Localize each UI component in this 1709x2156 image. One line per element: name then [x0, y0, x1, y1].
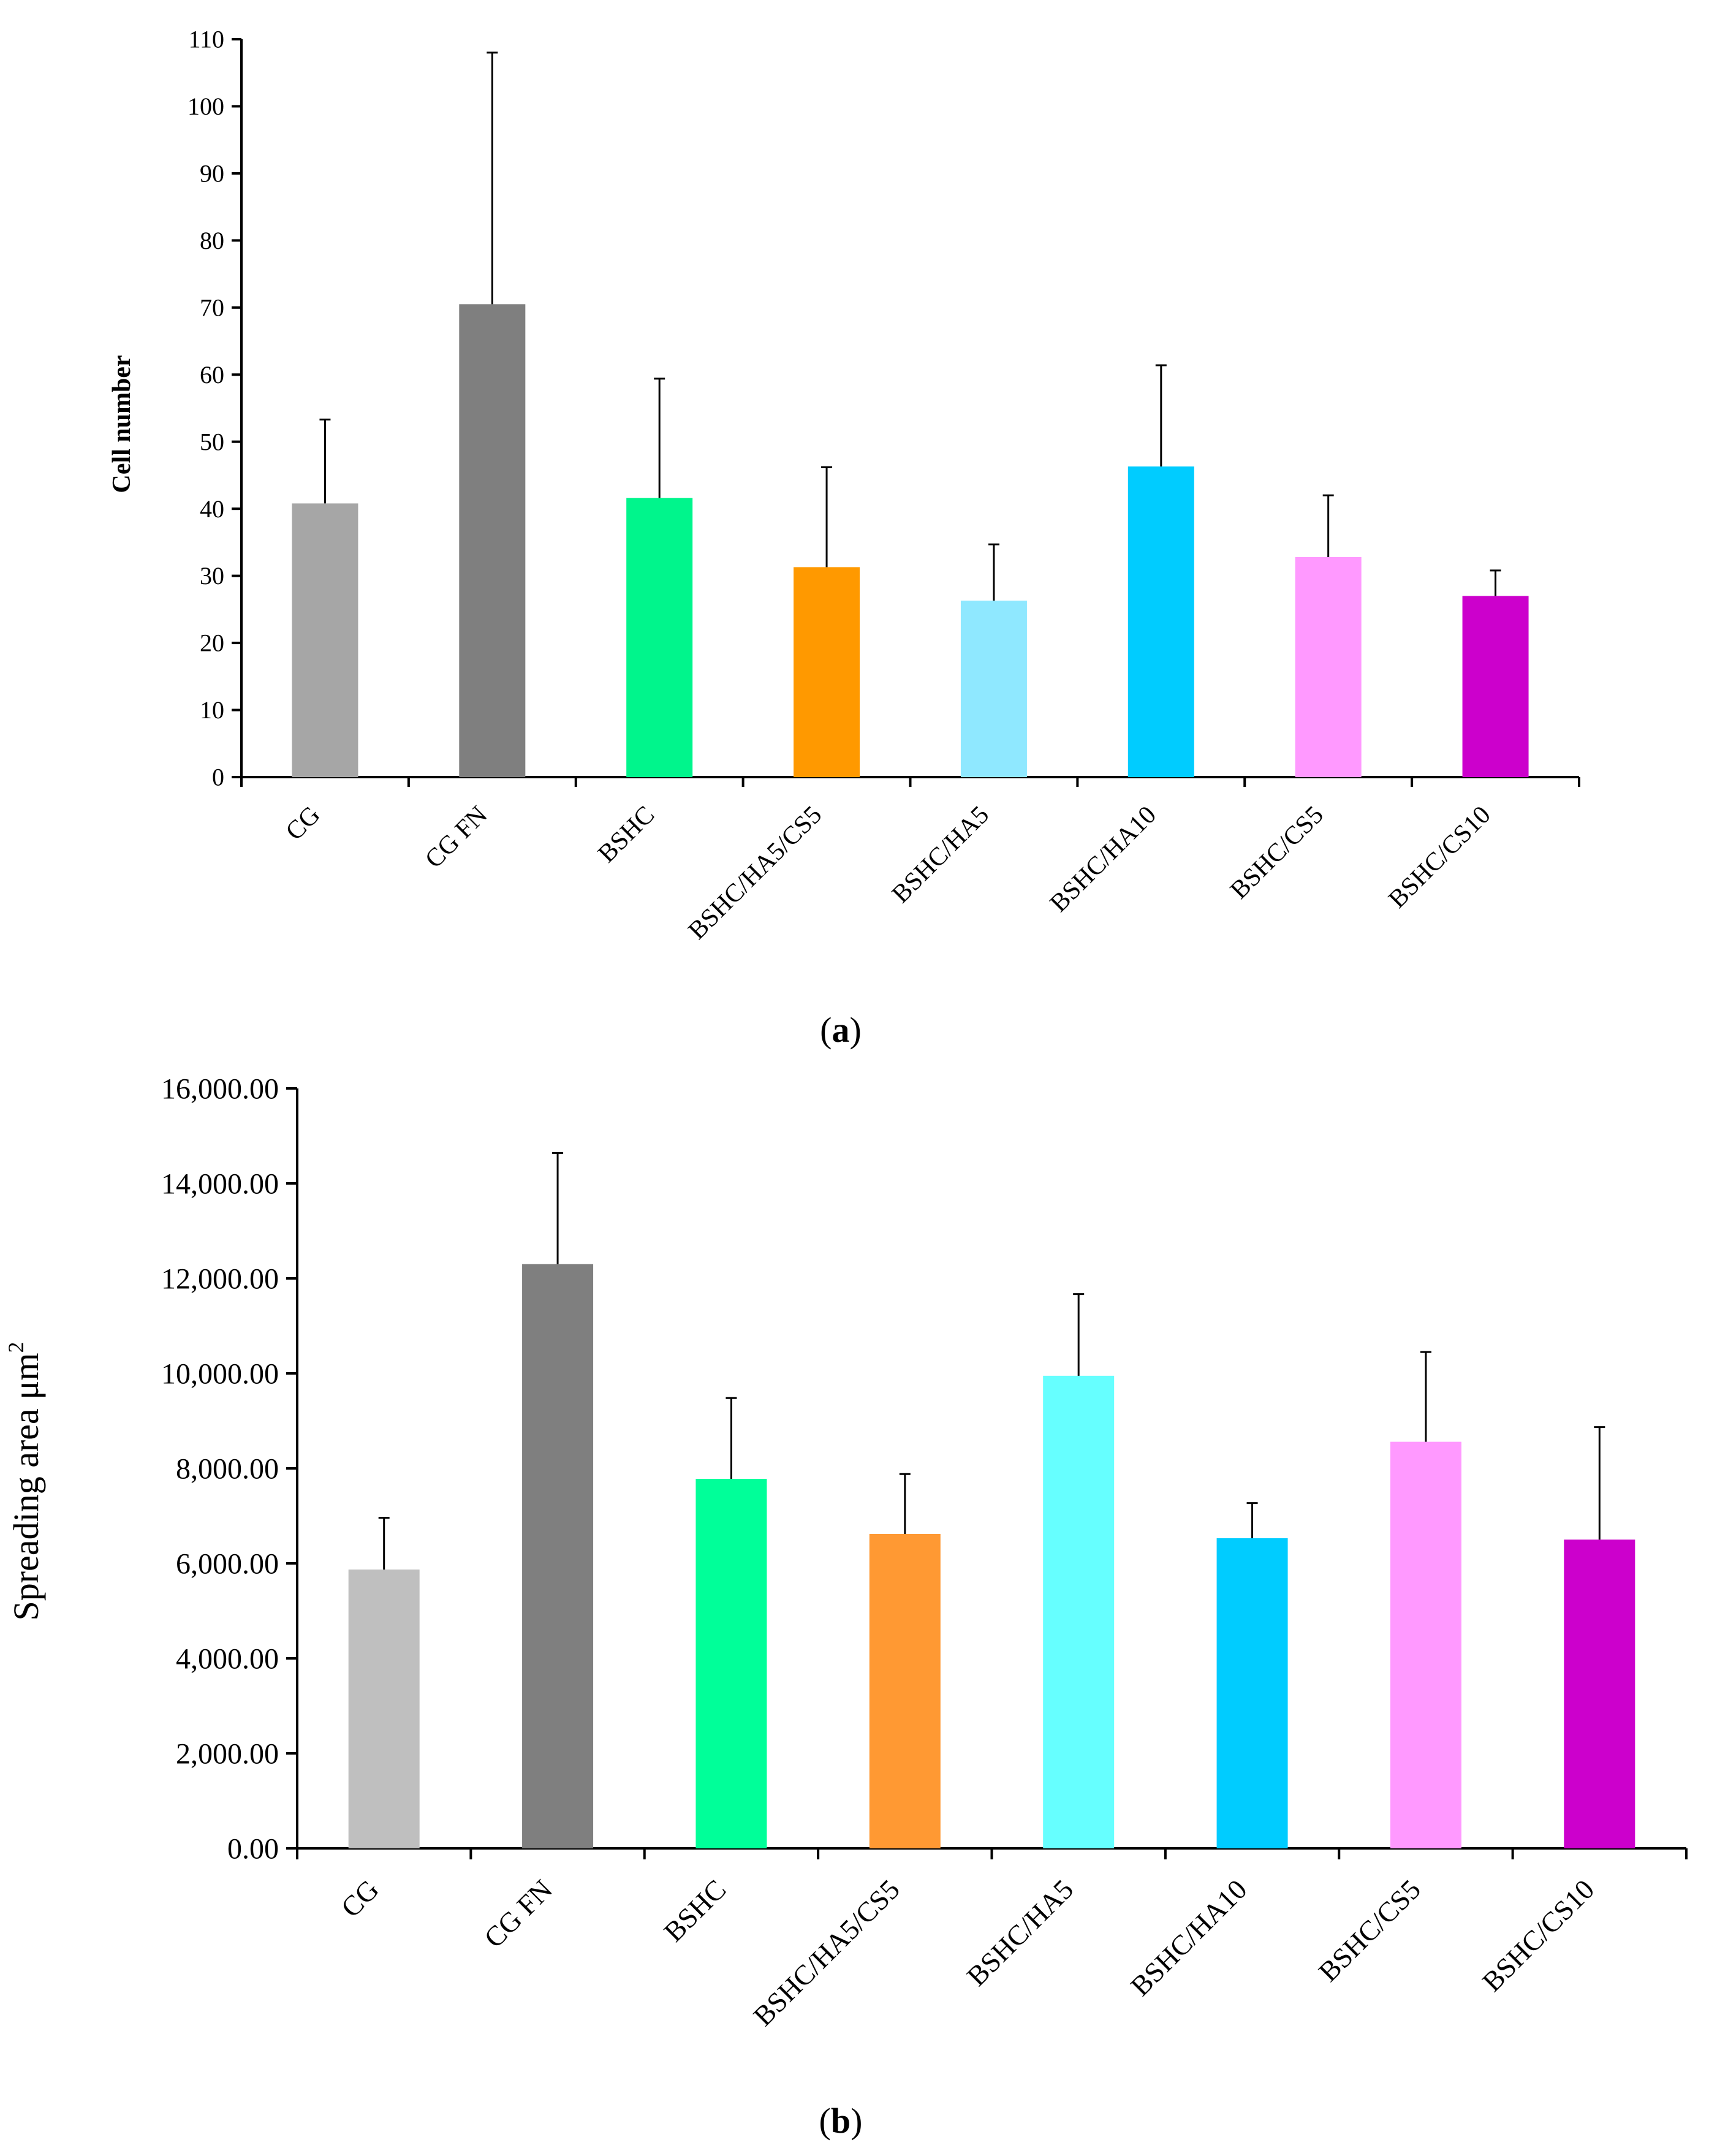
panel-a-y-tick-label: 50	[200, 428, 224, 455]
panel-a-bar	[292, 503, 358, 777]
panel-b-label: (b)	[819, 2101, 863, 2141]
panel-a-y-tick-label: 40	[200, 495, 224, 523]
panel-b-bar	[695, 1479, 767, 1848]
panel-a-category-label: CG FN	[420, 801, 493, 874]
panel-b-bar	[1390, 1441, 1461, 1848]
panel-b-category-label: CG	[335, 1873, 385, 1923]
panel-b-category-label: BSHC/HA5/CS5	[747, 1873, 905, 2032]
panel-a-y-tick-label: 110	[188, 26, 224, 53]
panel-b-category-label: BSHC/CS5	[1313, 1873, 1427, 1987]
panel-a-y-tick-label: 70	[200, 294, 224, 321]
panel-a-y-tick-label: 80	[200, 227, 224, 254]
panel-a-cell-number-chart: Cell number (a) 0 10 20 30 40 50 60 70 80 90 100 11…	[108, 26, 1580, 1050]
panel-a-category-label: CG	[281, 801, 326, 846]
panel-b-y-tick-label: 2,000.00	[176, 1737, 279, 1770]
panel-b-y-tick-label: 4,000.00	[176, 1642, 279, 1675]
panel-a-category-label: BSHC	[593, 801, 660, 868]
panel-b-category-label: BSHC/CS10	[1476, 1873, 1600, 1997]
panel-a-category-label: BSHC/HA5	[887, 801, 995, 909]
panel-b-y-tick-label: 6,000.00	[176, 1547, 279, 1580]
panel-a-bar	[459, 304, 526, 777]
panel-b-category-label: CG FN	[478, 1873, 558, 1954]
panel-b-bar	[869, 1533, 941, 1848]
panel-a-y-tick-label: 10	[200, 696, 224, 724]
panel-a-bar	[626, 498, 693, 777]
panel-a-y-tick-label: 60	[200, 361, 224, 389]
panel-a-bar	[1295, 556, 1362, 777]
panel-b-y-tick-label: 8,000.00	[176, 1452, 279, 1485]
panel-b-bar	[1043, 1375, 1115, 1848]
panel-a-bar	[1127, 466, 1194, 777]
panel-a-bar	[794, 567, 860, 777]
panel-b-bar	[1564, 1539, 1635, 1848]
panel-b-category-label: BSHC/HA10	[1124, 1873, 1253, 2002]
panel-b-bar	[348, 1570, 420, 1848]
panel-b-spreading-area-chart: Spreading area μm2 (b) 0.00 2,000.00 4,000…	[4, 1072, 1688, 2141]
panel-a-y-tick-label: 100	[188, 93, 224, 120]
panel-b-y-tick-label: 14,000.00	[161, 1167, 279, 1200]
panel-b-y-tick-label: 10,000.00	[161, 1357, 279, 1390]
panel-a-y-axis-label: Cell number	[108, 355, 136, 493]
panel-b-category-label: BSHC/HA5	[961, 1873, 1079, 1992]
panel-a-category-label: BSHC/HA5/CS5	[683, 801, 828, 946]
panel-b-bar	[1216, 1538, 1288, 1848]
panel-a-y-tick-label: 0	[212, 764, 224, 791]
panel-a-bar	[1462, 596, 1529, 777]
panel-a-label: (a)	[820, 1010, 862, 1050]
panel-b-y-tick-label: 12,000.00	[161, 1262, 279, 1295]
panel-b-y-tick-label: 16,000.00	[161, 1072, 279, 1105]
panel-a-category-label: BSHC/CS10	[1383, 801, 1496, 914]
panel-a-bar	[960, 601, 1027, 777]
panel-b-category-label: BSHC	[657, 1873, 732, 1948]
panel-b-y-tick-label: 0.00	[227, 1832, 279, 1865]
panel-a-y-tick-label: 90	[200, 160, 224, 188]
panel-a-y-tick-label: 20	[200, 629, 224, 657]
panel-a-category-label: BSHC/CS5	[1225, 801, 1329, 905]
panel-b-bar	[522, 1264, 594, 1848]
panel-a-y-tick-label: 30	[200, 562, 224, 590]
panel-a-category-label: BSHC/HA10	[1045, 801, 1162, 918]
panel-b-y-axis-label: Spreading area μm2	[4, 1342, 46, 1621]
